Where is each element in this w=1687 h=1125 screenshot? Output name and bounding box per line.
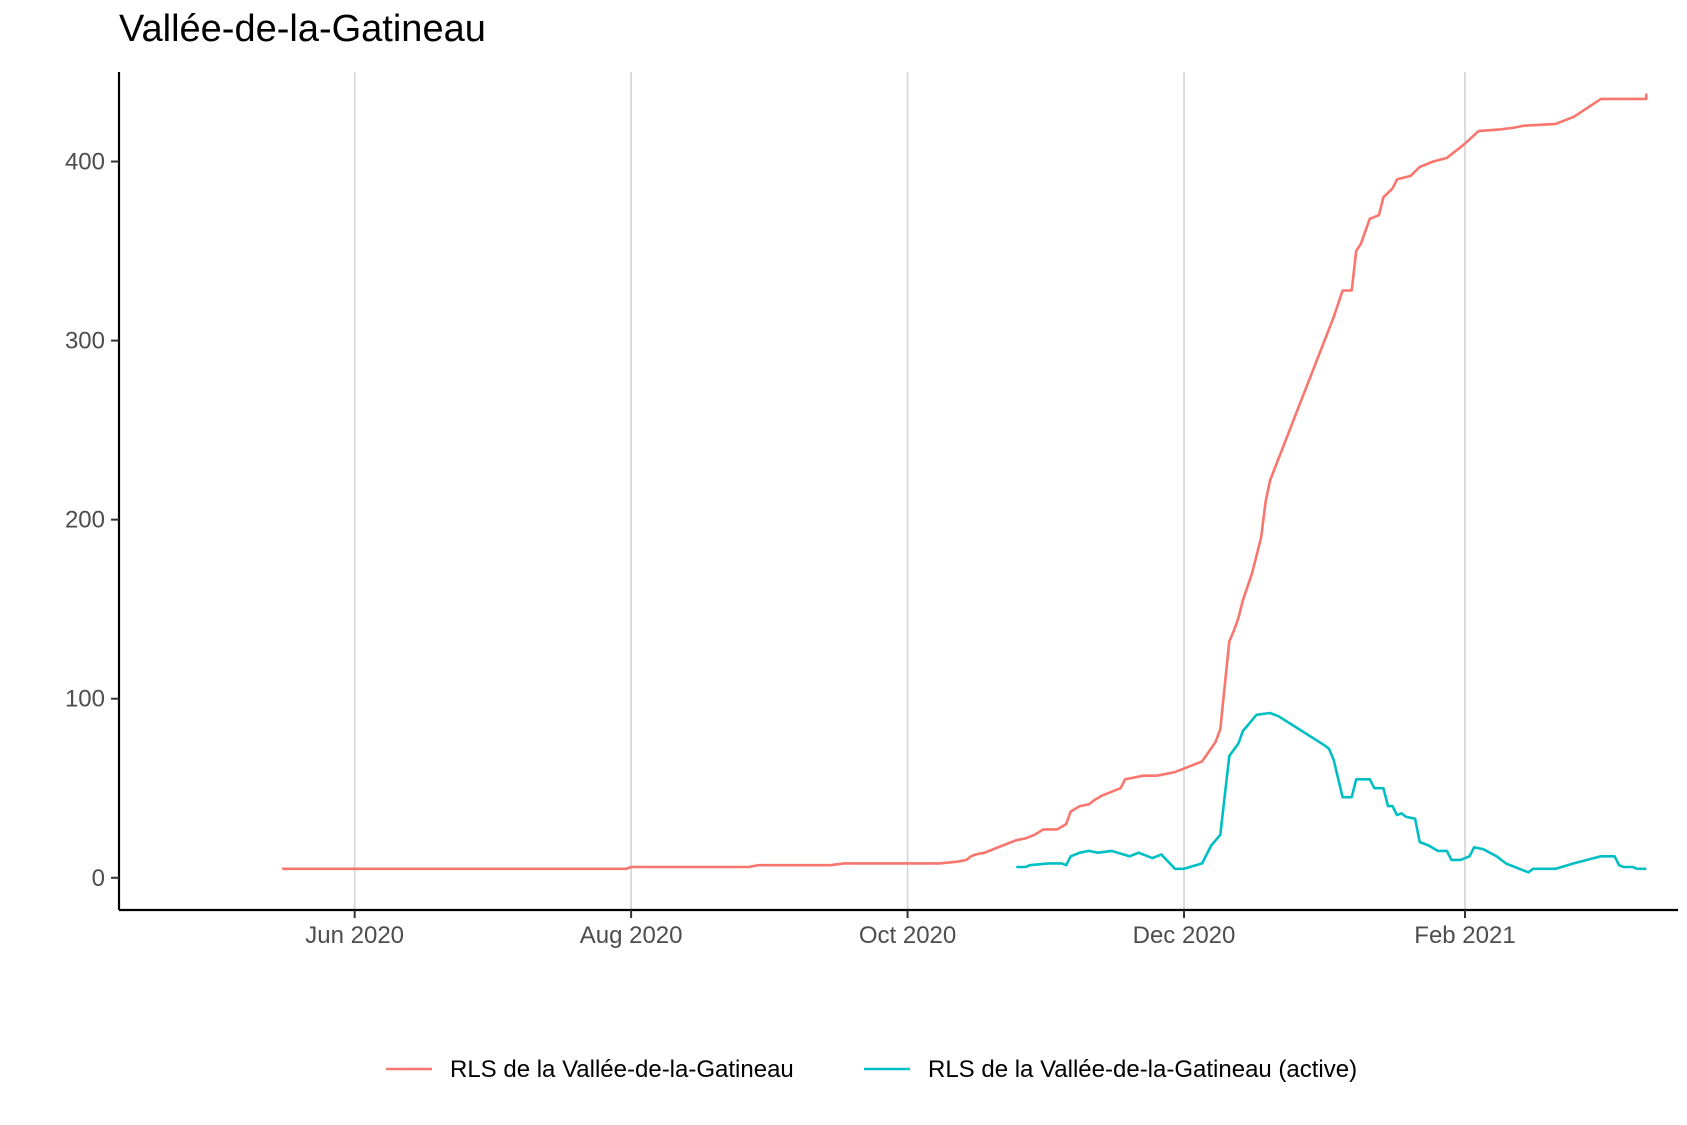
y-tick-label-0: 0 (92, 865, 105, 892)
x-tick-label-0: Jun 2020 (305, 922, 404, 949)
gridlines (353, 72, 1466, 910)
chart-title: Vallée-de-la-Gatineau (119, 8, 486, 50)
y-tick-label-4: 400 (65, 149, 105, 176)
x-tick-label-4: Feb 2021 (1414, 922, 1515, 949)
x-tick-label-3: Dec 2020 (1133, 922, 1236, 949)
series-line-0 (282, 93, 1648, 871)
legend: RLS de la Vallée-de-la-Gatineau RLS de la… (386, 1056, 1357, 1083)
legend-label-1: RLS de la Vallée-de-la-Gatineau (active) (928, 1056, 1357, 1083)
axis-ticks: Jun 2020 Aug 2020 Oct 2020 Dec 2020 Feb 2021… (65, 149, 1516, 949)
x-tick-label-2: Oct 2020 (859, 922, 956, 949)
series-line-1 (1016, 711, 1647, 874)
series-lines (282, 93, 1648, 874)
legend-label-0: RLS de la Vallée-de-la-Gatineau (450, 1056, 794, 1083)
y-tick-label-1: 100 (65, 686, 105, 713)
y-tick-label-2: 200 (65, 507, 105, 534)
y-tick-label-3: 300 (65, 328, 105, 355)
x-tick-label-1: Aug 2020 (580, 922, 683, 949)
